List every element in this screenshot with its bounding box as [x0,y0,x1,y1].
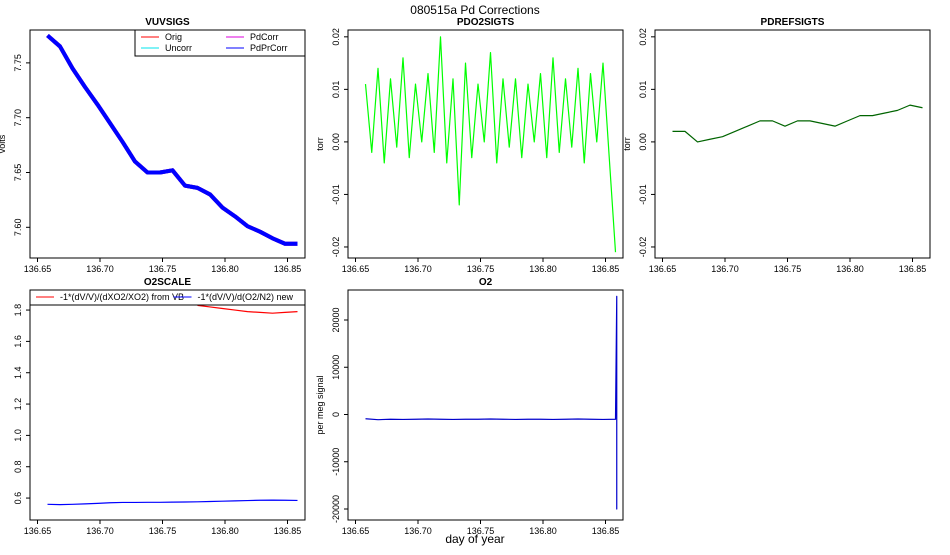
y-tick-label: 0 [331,412,341,417]
legend-box [29,289,306,306]
plot-area [672,104,923,143]
y-tick-label: 0.01 [331,81,341,99]
y-tick-label: 0.00 [638,133,648,151]
panel-title: VUVSIGS [145,17,190,28]
y-tick-label: -0.02 [331,237,341,258]
legend-label: Uncorr [165,43,192,53]
y-tick-label: 7.60 [13,219,23,237]
legend-label: -1*(dV/V)/d(O2/N2) new [198,292,294,302]
y-tick-label: -0.01 [331,184,341,205]
y-tick-label: 0.6 [13,492,23,505]
x-tick-label: 136.80 [529,526,557,536]
y-tick-label: -10000 [331,448,341,476]
y-tick-label: 0.8 [13,460,23,473]
legend-box [134,29,306,57]
panel-title: PDO2SIGTS [457,17,515,28]
plot-area [364,36,617,253]
x-tick-label: 136.85 [592,526,620,536]
plot-area [46,33,298,246]
series-line [46,33,298,246]
x-tick-label: 136.85 [899,264,927,274]
series-line [364,36,617,253]
y-tick-label: 7.70 [13,109,23,127]
x-tick-label: 136.70 [404,526,432,536]
axes-frame [347,29,624,259]
figure-title: 080515a Pd Corrections [410,3,539,17]
x-tick-label: 136.80 [836,264,864,274]
legend-label: Orig [165,32,182,42]
x-tick-label: 136.75 [149,264,177,274]
panel: O2 per meg signal 136.65 136.70 136.75 136.80… [315,277,624,536]
series-line [197,304,298,314]
axes-frame [347,289,624,521]
y-tick-label: 1.2 [13,398,23,411]
axes-frame [654,29,931,259]
x-tick-label: 136.75 [467,526,495,536]
x-tick-label: 136.85 [274,526,302,536]
panel: O2SCALE 136.65 136.70 136.75 136.80 136.85 0.6… [13,277,306,536]
x-tick-label: 136.65 [649,264,677,274]
y-axis-label: per meg signal [315,375,325,434]
y-tick-label: 20000 [331,307,341,332]
legend: -1*(dV/V)/(dXO2/XO2) from VB -1*(dV/V)/d(… [29,289,306,306]
x-tick-label: 136.70 [86,264,114,274]
x-tick-label: 136.85 [592,264,620,274]
y-axis-label: torr [622,137,632,151]
x-tick-label: 136.70 [404,264,432,274]
panel: PDO2SIGTS torr 136.65 136.70 136.75 136.80 136… [315,17,624,274]
y-tick-label: 0.01 [638,81,648,99]
series-line [365,295,618,510]
y-tick-label: 10000 [331,355,341,380]
y-tick-label: 1.4 [13,366,23,379]
y-tick-label: 0.02 [638,28,648,46]
y-tick-label: 0.02 [331,28,341,46]
y-tick-label: 7.65 [13,164,23,182]
x-tick-label: 136.75 [467,264,495,274]
x-tick-label: 136.65 [24,526,52,536]
y-tick-label: 7.75 [13,54,23,72]
legend-label: PdCorr [250,32,279,42]
panel: PDREFSIGTS torr 136.65 136.70 136.75 136.80 13… [622,17,931,274]
x-tick-label: 136.80 [211,264,239,274]
x-axis-label: day of year [445,532,504,546]
legend-label: PdPrCorr [250,43,288,53]
y-axis-label: volts [0,134,7,153]
plot-area [365,295,618,510]
y-tick-label: 1.8 [13,304,23,317]
x-tick-label: 136.70 [711,264,739,274]
panel: VUVSIGS volts 136.65 136.70 136.75 136.80 136.… [0,17,306,274]
x-tick-label: 136.80 [211,526,239,536]
series-line [672,104,923,143]
x-tick-label: 136.65 [342,526,370,536]
x-tick-label: 136.70 [86,526,114,536]
series-line [47,499,298,506]
panel-title: O2SCALE [144,277,192,288]
y-tick-label: 1.0 [13,429,23,442]
y-axis-label: torr [315,137,325,151]
x-tick-label: 136.75 [774,264,802,274]
legend-label: -1*(dV/V)/(dXO2/XO2) from VB [60,292,184,302]
y-tick-label: -0.01 [638,184,648,205]
y-tick-label: 1.6 [13,335,23,348]
y-tick-label: 0.00 [331,133,341,151]
x-tick-label: 136.80 [529,264,557,274]
x-tick-label: 136.85 [274,264,302,274]
panel-title: O2 [479,277,493,288]
y-tick-label: -20000 [331,495,341,523]
plot-area [47,304,298,506]
y-tick-label: -0.02 [638,237,648,258]
panel-title: PDREFSIGTS [761,17,825,28]
x-tick-label: 136.65 [24,264,52,274]
x-tick-label: 136.65 [342,264,370,274]
x-tick-label: 136.75 [149,526,177,536]
